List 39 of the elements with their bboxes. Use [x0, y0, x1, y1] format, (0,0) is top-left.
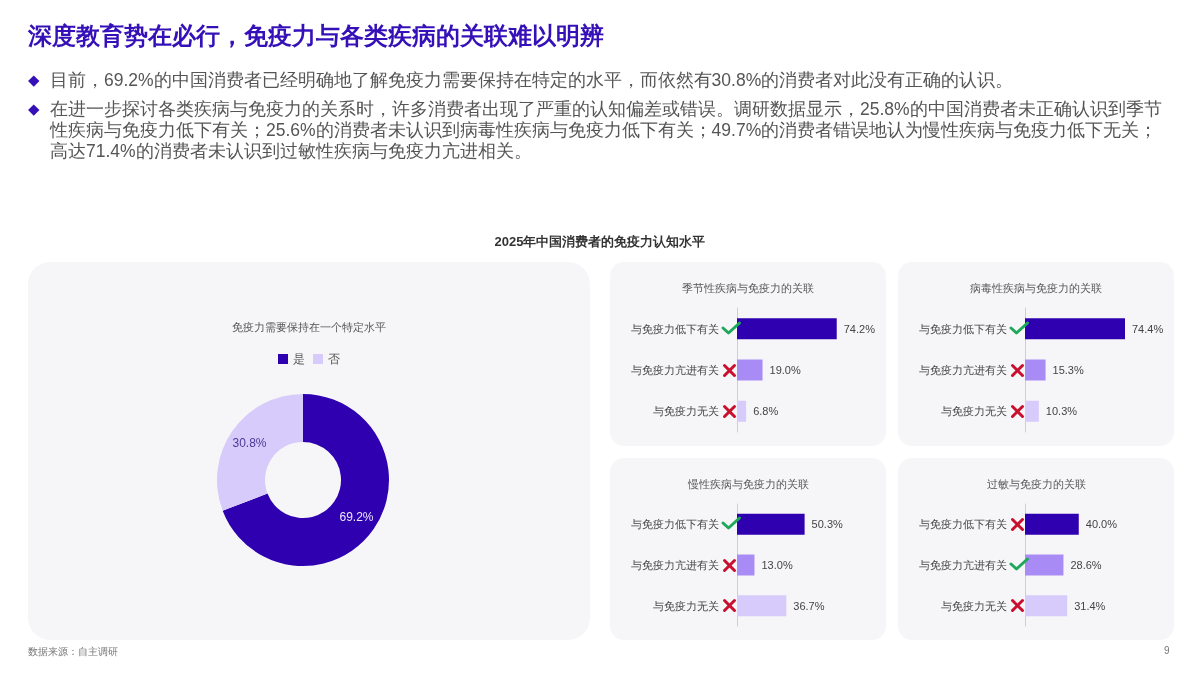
chart-title: 免疫力需要保持在一个特定水平 — [232, 320, 386, 333]
y-tick-label: 与免疫力亢进有关 — [919, 364, 1007, 376]
data-label: 30.8% — [232, 436, 267, 451]
data-label: 10.3% — [1045, 405, 1078, 418]
data-label: 74.4% — [1132, 322, 1164, 335]
legend-label: 否 — [328, 352, 340, 366]
y-tick-label: 与免疫力低下有关 — [919, 322, 1007, 335]
y-tick-label: 与免疫力无关 — [941, 405, 1007, 418]
text: 2025年中国消费者的免疫力认知水平 — [493, 233, 707, 251]
data-label: 15.3% — [1052, 364, 1084, 376]
source-note: 数据来源：自主调研 — [28, 645, 118, 659]
text: 目前，69.2%的中国消费者已经明确地了解免疫力需要保持在特定的水平，而依然有30.8%的消费者对此没有正确的认识。 — [50, 70, 1015, 91]
chart-title: 过敏与免疫力的关联 — [986, 477, 1086, 490]
data-label: 50.3% — [811, 518, 844, 531]
data-label: 74.2% — [843, 322, 876, 335]
legend-label: 是 — [293, 352, 305, 366]
data-label: 13.0% — [761, 559, 793, 571]
y-tick-label: 与免疫力低下有关 — [919, 518, 1007, 531]
data-label: 69.2% — [339, 509, 374, 524]
y-tick-label: 与免疫力低下有关 — [631, 322, 719, 335]
y-tick-label: 与免疫力低下有关 — [631, 518, 719, 531]
y-tick-label: 与免疫力亢进有关 — [919, 559, 1007, 571]
text: 在进一步探讨各类疾病与免疫力的关系时，许多消费者出现了严重的认知偏差或错误。调研数据显示，25.8%的中国消费者未正确认识到季节性疾病与免疫力低下有关；25.6%的消费者未认识到病毒性疾病与免疫力低下有关；49.7%的消费者错误地认为慢性疾病与免疫力低下无关；高达71.4%的消费者未认识到过敏性疾病与免疫力亢进相关。 — [50, 99, 1163, 162]
data-label: 19.0% — [769, 364, 801, 376]
data-label: 40.0% — [1085, 518, 1118, 531]
data-label: 6.8% — [753, 405, 779, 418]
y-tick-label: 与免疫力无关 — [941, 599, 1007, 612]
text: 9 — [1164, 645, 1170, 656]
y-tick-label: 与免疫力无关 — [653, 405, 719, 418]
chart-title: 病毒性疾病与免疫力的关联 — [970, 281, 1102, 294]
chart-title: 慢性疾病与免疫力的关联 — [686, 477, 809, 490]
chart-title: 季节性疾病与免疫力的关联 — [682, 281, 814, 294]
data-label: 31.4% — [1074, 599, 1106, 612]
y-tick-label: 与免疫力无关 — [653, 599, 719, 612]
y-tick-label: 与免疫力亢进有关 — [631, 364, 719, 376]
text: 深度教育势在必行，免疫力与各类疾病的关联难以明辨 — [28, 21, 604, 51]
y-tick-label: 与免疫力亢进有关 — [631, 559, 719, 571]
data-label: 28.6% — [1070, 559, 1102, 571]
data-label: 36.7% — [793, 599, 825, 612]
